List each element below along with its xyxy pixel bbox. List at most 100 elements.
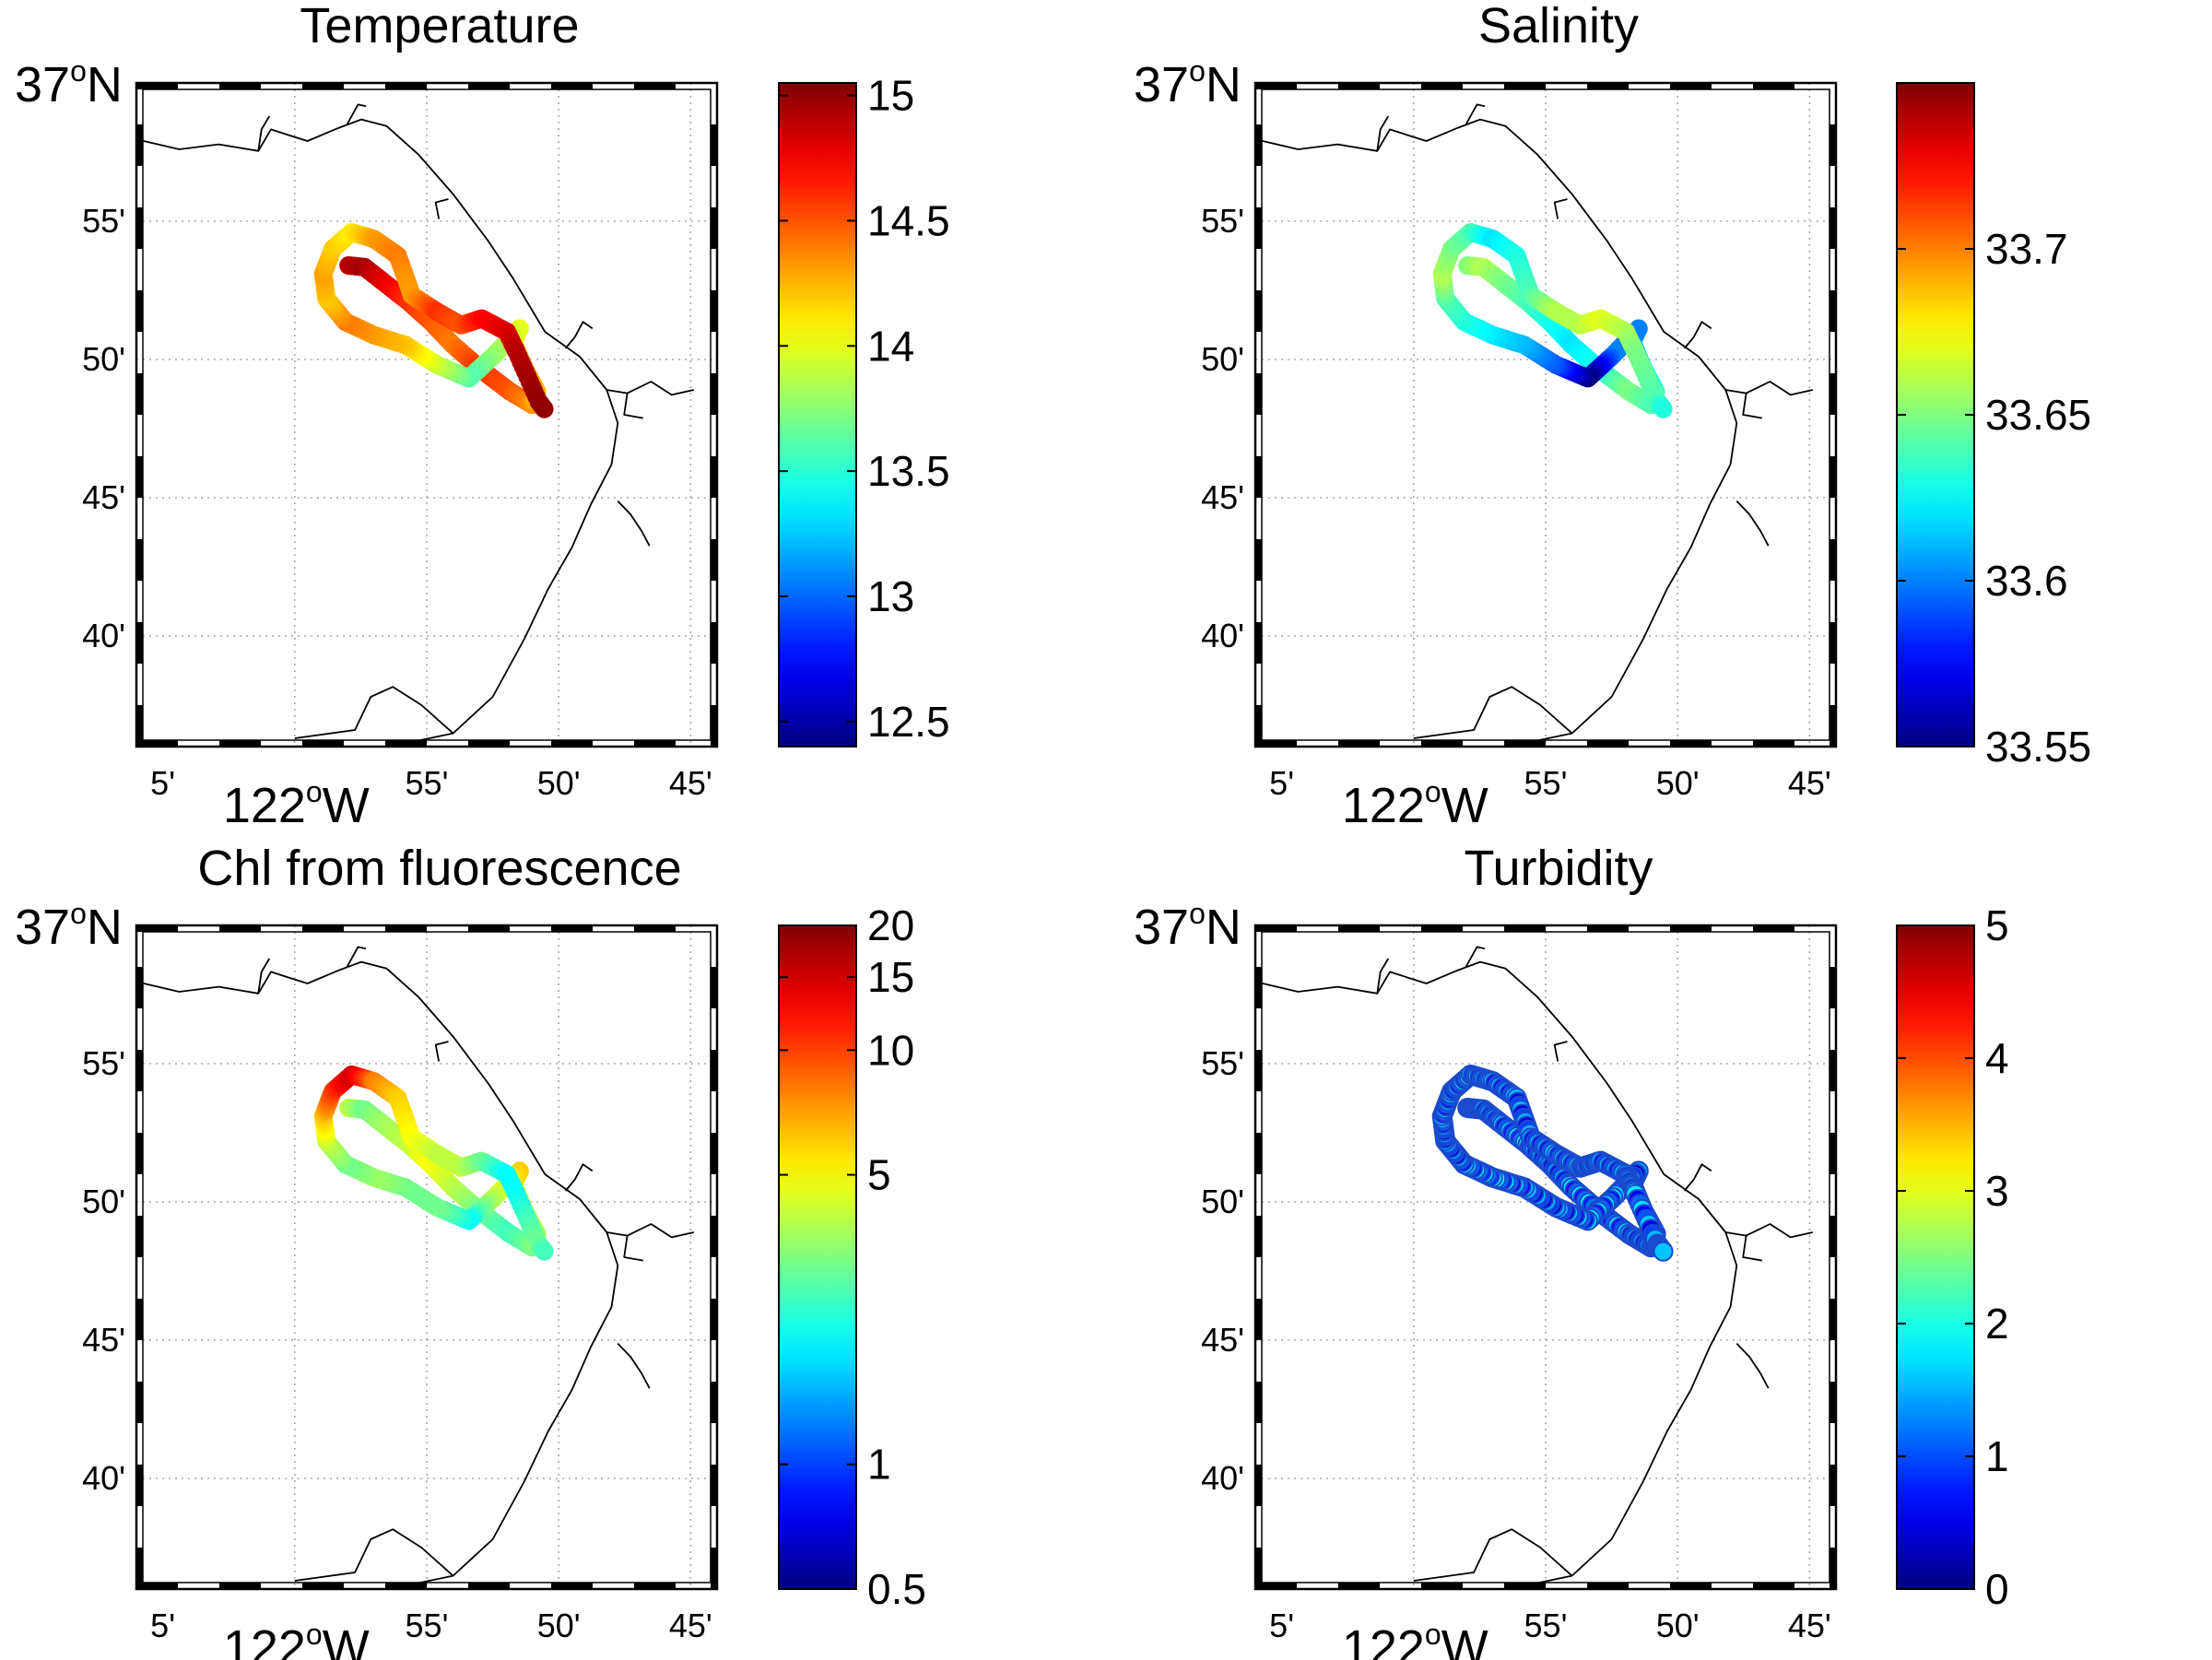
frame-tick	[1830, 456, 1836, 498]
coastline-segment	[623, 393, 643, 419]
colorbar-gradient	[1896, 82, 1975, 748]
grid	[136, 83, 717, 747]
frame-tick	[136, 740, 178, 747]
frame-tick	[551, 925, 593, 932]
frame-tick	[1753, 83, 1794, 89]
coastline	[1255, 103, 1813, 745]
colorbar-tick-label: 12.5	[867, 698, 950, 746]
frame-tick	[1670, 740, 1712, 747]
frame-tick	[1255, 373, 1262, 415]
frame-tick	[1255, 207, 1262, 249]
frame-tick	[1504, 83, 1546, 89]
lon-tick-label: 50'	[537, 1607, 581, 1644]
coastline-segment	[1376, 958, 1390, 994]
colorbar-gradient	[778, 82, 857, 748]
colorbar: 33.55 33.6 33.65 33.7	[1896, 82, 2091, 771]
frame-tick	[1255, 1299, 1262, 1340]
coastline-segment	[346, 103, 367, 125]
frame-tick	[551, 740, 593, 747]
frame-inner	[142, 88, 712, 741]
grid	[136, 925, 717, 1589]
frame-tick	[634, 925, 676, 932]
colorbar-tick-label: 33.65	[1985, 391, 2091, 439]
frame-tick	[136, 1382, 143, 1423]
frame-tick	[1830, 373, 1836, 415]
lat-hemisphere: N	[87, 900, 123, 955]
coastline-segment	[294, 686, 454, 739]
lat-tick-label: 40'	[82, 1459, 125, 1497]
frame-tick	[1504, 925, 1546, 932]
lon-tick-label: 5'	[1269, 1607, 1294, 1644]
lat-tick-label: 55'	[82, 1044, 125, 1082]
coastline-segment	[617, 500, 651, 547]
track-point	[1653, 399, 1673, 418]
lat-tick-label: 50'	[82, 340, 125, 378]
frame-inner	[142, 931, 712, 1583]
frame-tick	[1255, 925, 1297, 932]
track-point	[535, 1242, 554, 1261]
frame-tick	[1830, 207, 1836, 249]
colorbar-tick-label: 15	[867, 953, 914, 1001]
coastline-segment	[257, 115, 271, 151]
coastline-segment	[136, 960, 619, 1587]
colorbar-tick-label: 4	[1985, 1034, 2009, 1082]
coastline-segment	[1255, 960, 1738, 1587]
frame-tick	[136, 290, 143, 332]
lon-degrees: 122	[1342, 778, 1425, 833]
frame-tick	[136, 622, 143, 664]
colorbar: 12.5 13 13.5 14 14.5 15	[778, 72, 950, 748]
frame-tick	[711, 1216, 717, 1257]
coastline-segment	[1735, 500, 1770, 547]
frame-tick	[136, 1465, 143, 1506]
colorbar-tick-label: 14	[867, 322, 914, 370]
colorbar: 0 1 2 3 4 5	[1896, 901, 2009, 1613]
frame-tick	[711, 622, 717, 664]
lat-label: 37oN	[1134, 54, 1241, 112]
map-frame	[135, 81, 719, 748]
frame-tick	[711, 290, 717, 332]
map-background	[1255, 83, 1836, 747]
coastline-segment	[136, 118, 619, 745]
lon-tick-label: 50'	[537, 764, 581, 802]
frame-tick	[385, 83, 427, 89]
frame-tick	[1830, 124, 1836, 166]
lon-hemisphere: W	[1441, 1620, 1488, 1660]
frame-tick	[1255, 1465, 1262, 1506]
frame-tick	[1587, 740, 1629, 747]
colorbar-tick-label: 0.5	[867, 1565, 926, 1613]
frame-tick	[711, 124, 717, 166]
frame-tick	[711, 1299, 717, 1340]
frame-tick	[136, 456, 143, 498]
lon-tick-label: 45'	[669, 1607, 712, 1644]
map-frame	[135, 924, 719, 1591]
lon-hemisphere: W	[1441, 778, 1488, 833]
frame-tick	[1255, 705, 1262, 747]
frame-tick	[136, 373, 143, 415]
coastline-segment	[1683, 1163, 1712, 1192]
frame-tick	[136, 207, 143, 249]
frame-inner	[1261, 931, 1830, 1583]
frame-tick	[711, 539, 717, 581]
frame-tick	[1753, 740, 1794, 747]
frame-tick	[1338, 1583, 1380, 1589]
frame-tick	[1255, 290, 1262, 332]
lon-label: 122oW	[223, 775, 370, 833]
frame-tick	[1421, 1583, 1463, 1589]
frame-tick	[634, 740, 676, 747]
frame-tick	[468, 925, 510, 932]
frame-tick	[302, 83, 344, 89]
coastline-segment	[1255, 118, 1738, 745]
lat-tick-label: 50'	[1201, 340, 1244, 378]
frame-tick	[1753, 1583, 1794, 1589]
lat-degree-sign: o	[1189, 54, 1206, 88]
lat-tick-label: 50'	[82, 1183, 125, 1220]
frame-tick	[136, 967, 143, 1008]
frame-tick	[136, 925, 178, 932]
coastline-segment	[434, 1041, 449, 1062]
track-point	[1653, 1241, 1674, 1262]
frame-tick	[1255, 1382, 1262, 1423]
